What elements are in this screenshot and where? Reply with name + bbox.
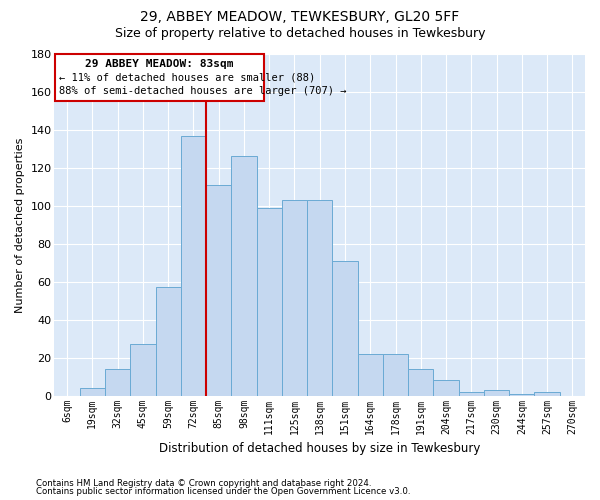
Bar [181,136,206,396]
Bar [535,392,560,396]
Bar [358,354,383,396]
Bar [307,200,332,396]
Text: 29 ABBEY MEADOW: 83sqm: 29 ABBEY MEADOW: 83sqm [85,58,234,68]
Bar [80,388,105,396]
Text: 29, ABBEY MEADOW, TEWKESBURY, GL20 5FF: 29, ABBEY MEADOW, TEWKESBURY, GL20 5FF [140,10,460,24]
Text: Size of property relative to detached houses in Tewkesbury: Size of property relative to detached ho… [115,28,485,40]
FancyBboxPatch shape [55,54,264,102]
Bar [509,394,535,396]
Bar [257,208,282,396]
Bar [232,156,257,396]
Text: ← 11% of detached houses are smaller (88): ← 11% of detached houses are smaller (88… [59,73,315,83]
Bar [408,369,433,396]
Bar [282,200,307,396]
Bar [105,369,130,396]
Bar [332,261,358,396]
Text: 88% of semi-detached houses are larger (707) →: 88% of semi-detached houses are larger (… [59,86,346,97]
Bar [383,354,408,396]
X-axis label: Distribution of detached houses by size in Tewkesbury: Distribution of detached houses by size … [159,442,481,455]
Text: Contains public sector information licensed under the Open Government Licence v3: Contains public sector information licen… [36,487,410,496]
Bar [155,288,181,396]
Bar [484,390,509,396]
Bar [433,380,458,396]
Y-axis label: Number of detached properties: Number of detached properties [15,137,25,312]
Bar [130,344,155,396]
Bar [206,185,232,396]
Text: Contains HM Land Registry data © Crown copyright and database right 2024.: Contains HM Land Registry data © Crown c… [36,478,371,488]
Bar [458,392,484,396]
